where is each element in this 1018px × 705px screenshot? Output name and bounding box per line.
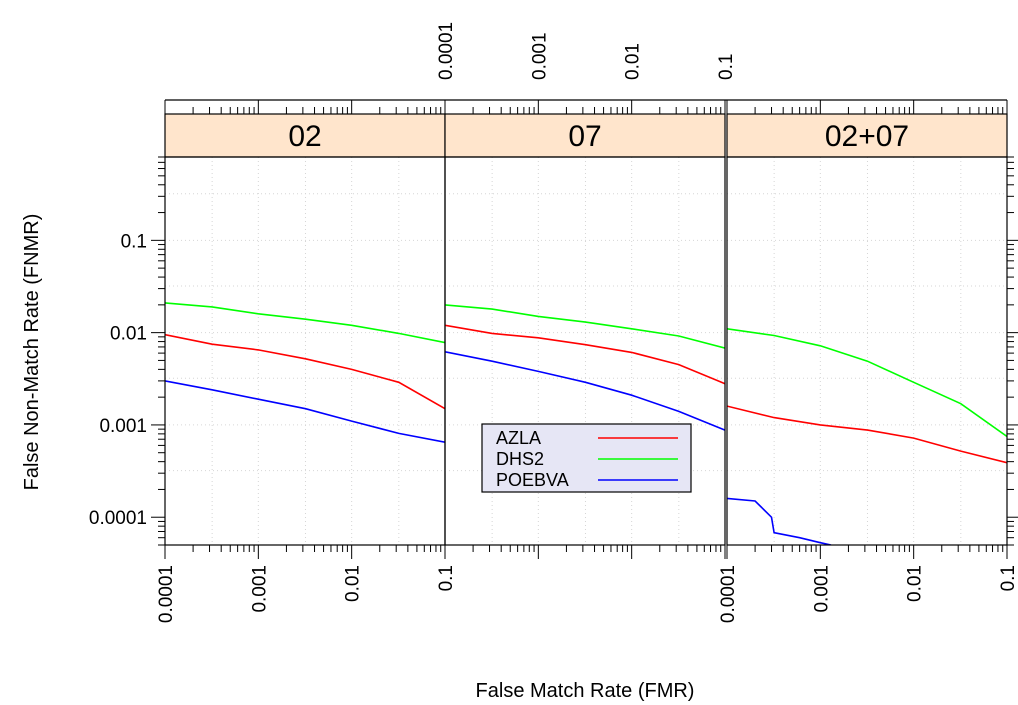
series-line-poebva	[165, 380, 445, 443]
x-bottom-tick-label: 0.0001	[156, 565, 177, 623]
series-line-azla	[445, 324, 725, 385]
y-axis-title: False Non-Match Rate (FNMR)	[21, 214, 43, 491]
x-top-tick-label: 0.0001	[436, 22, 457, 80]
series-group	[445, 304, 725, 431]
panel-border	[726, 156, 1008, 546]
panel-border	[164, 156, 446, 546]
y-tick-label: 0.1	[121, 231, 147, 252]
series-line-dhs2	[727, 328, 1007, 438]
strip-label: 07	[568, 120, 601, 153]
panels-layer: 02 07 02+07	[164, 113, 1008, 546]
x-top-tick-label: 0.1	[716, 54, 737, 80]
x-top-tick-label: 0.001	[529, 32, 550, 80]
series-line-azla	[727, 405, 1007, 464]
strip-label: 02	[288, 120, 321, 153]
panel-1: 02	[164, 113, 446, 546]
x-bottom-tick-label: 0.001	[811, 565, 832, 613]
y-tick-label: 0.0001	[89, 508, 147, 529]
x-bottom-tick-label: 0.01	[905, 565, 926, 602]
panel-border	[444, 156, 726, 546]
x-bottom-tick-label: 0.0001	[718, 565, 739, 623]
x-top-tick-label: 0.01	[623, 43, 644, 80]
x-bottom-tick-label: 0.01	[343, 565, 364, 602]
series-line-dhs2	[165, 302, 445, 344]
legend-label-azla: AZLA	[496, 428, 541, 448]
grid	[165, 157, 445, 545]
x-bottom-tick-label: 0.001	[249, 565, 270, 613]
legend-label-dhs2: DHS2	[496, 449, 544, 469]
y-tick-label: 0.001	[99, 416, 147, 437]
panel-3: 02+07	[726, 113, 1008, 546]
series-line-azla	[165, 333, 445, 410]
legend-label-poebva: POEBVA	[496, 470, 569, 490]
series-line-dhs2	[445, 304, 725, 349]
x-bottom-tick-label: 0.1	[998, 565, 1018, 591]
strip-label: 02+07	[825, 120, 909, 153]
strip-background	[444, 113, 726, 158]
y-tick-label: 0.01	[110, 324, 147, 345]
strip-background	[726, 113, 1008, 158]
series-line-poebva	[445, 351, 725, 431]
x-bottom-tick-label: 0.1	[436, 565, 457, 591]
x-axis-title: False Match Rate (FMR)	[476, 680, 695, 702]
series-line-poebva	[727, 497, 832, 545]
axes-layer: 0.0001 0.001 0.01 0.1 0.0001 0.001 0.01 0.1 0.00…	[89, 22, 1018, 623]
series-group	[165, 302, 445, 443]
series-group	[727, 328, 1007, 545]
grid	[727, 157, 1007, 545]
